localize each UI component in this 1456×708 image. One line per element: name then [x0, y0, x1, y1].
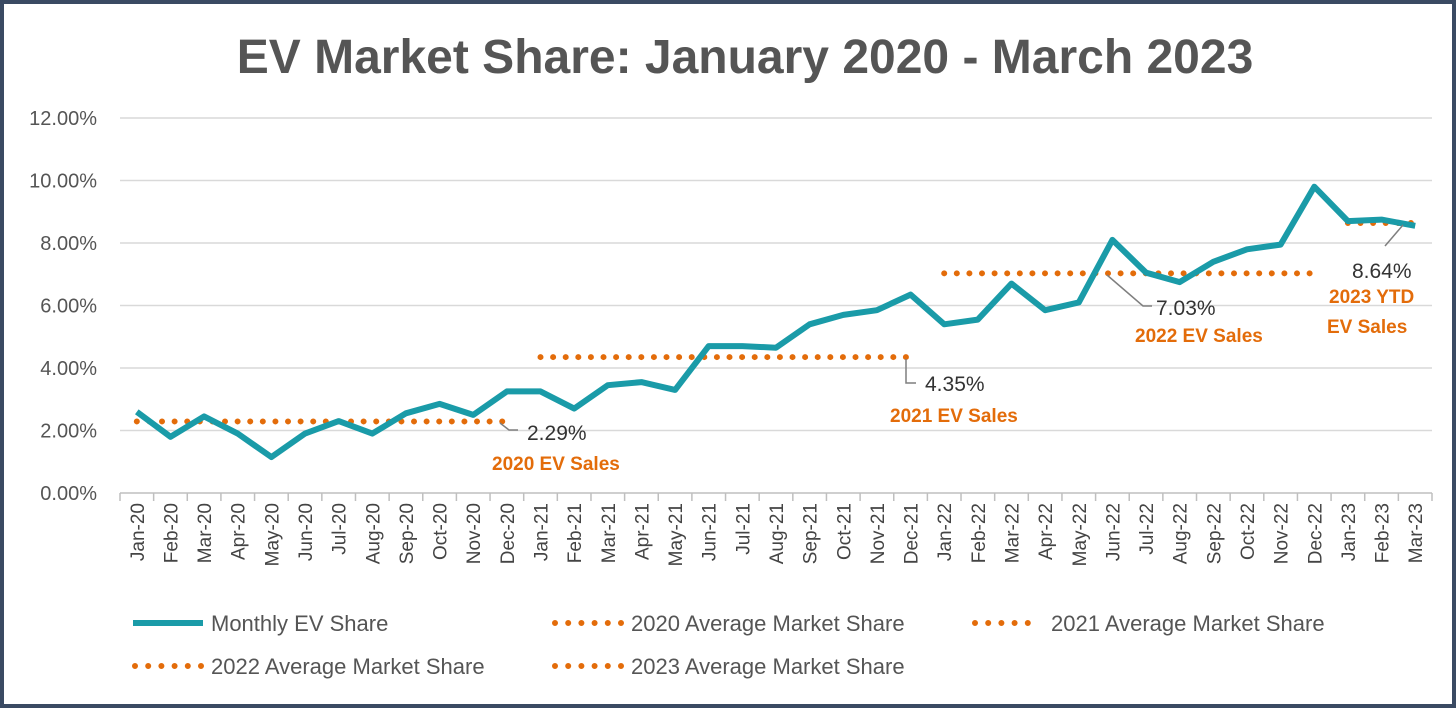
annotation-value: 2.29% [527, 422, 587, 445]
series-layer [133, 183, 1419, 461]
annotation-label: 2022 EV Sales [1135, 326, 1263, 347]
x-tick-label: Apr-20 [229, 503, 250, 560]
x-tick-label: Feb-20 [161, 503, 182, 563]
annotation-value: 7.03% [1156, 297, 1216, 320]
annotation-leader [1106, 274, 1152, 307]
annotation-label: 2021 EV Sales [890, 406, 1018, 427]
x-tick-label: Apr-22 [1036, 503, 1057, 560]
x-tick-label: Nov-20 [464, 503, 485, 564]
annotation-value: 4.35% [925, 373, 985, 396]
x-tick-label: Jan-23 [1339, 503, 1360, 561]
x-tick-label: Mar-23 [1406, 503, 1427, 563]
x-tick-label: Jun-21 [700, 503, 721, 561]
x-tick-label: Sep-22 [1204, 503, 1225, 564]
annotation-value: 8.64% [1352, 260, 1412, 283]
x-tick-label: Aug-20 [363, 503, 384, 564]
x-tick-label: Sep-21 [801, 503, 822, 564]
x-tick-label: Oct-20 [431, 503, 452, 560]
y-tick-label: 4.00% [40, 358, 97, 380]
y-tick-label: 8.00% [40, 233, 97, 255]
x-tick-label: Apr-21 [632, 503, 653, 560]
y-tick-label: 12.00% [29, 108, 97, 130]
annotation-leader [499, 422, 518, 431]
x-tick-label: Jul-21 [733, 503, 754, 555]
legend-label: 2021 Average Market Share [1051, 611, 1325, 636]
y-tick-label: 10.00% [29, 171, 97, 193]
x-tick-label: Jan-22 [935, 503, 956, 561]
x-tick-label: Nov-21 [868, 503, 889, 564]
chart-title: EV Market Share: January 2020 - March 20… [237, 31, 1254, 84]
annotation-label: 2020 EV Sales [492, 454, 620, 475]
legend-label: 2023 Average Market Share [631, 654, 905, 679]
x-tick-label: Jan-21 [532, 503, 553, 561]
legend-label: 2020 Average Market Share [631, 611, 905, 636]
x-tick-label: Mar-21 [599, 503, 620, 563]
x-tick-label: Aug-22 [1171, 503, 1192, 564]
x-tick-label: Oct-22 [1238, 503, 1259, 560]
annotation-label: EV Sales [1327, 317, 1407, 338]
y-tick-label: 0.00% [40, 483, 97, 505]
annotation-leader [1384, 224, 1404, 247]
gridlines [120, 117, 1432, 494]
y-axis-tick-labels: 0.00% 2.00% 4.00% 6.00% 8.00% 10.00% 12.00% [29, 108, 97, 505]
annotation-leader [905, 359, 916, 384]
x-axis: Jan-20 Feb-20 Mar-20 Apr-20 May-20 Jun-20 Jul-… [119, 493, 1433, 566]
x-tick-label: Oct-21 [834, 503, 855, 560]
x-tick-label: Dec-20 [498, 503, 519, 564]
x-tick-label: Sep-20 [397, 503, 418, 564]
x-tick-label: Mar-22 [1002, 503, 1023, 563]
x-tick-label: May-20 [262, 503, 283, 566]
y-tick-label: 2.00% [40, 421, 97, 443]
x-tick-label: Jul-22 [1137, 503, 1158, 555]
x-tick-label: Dec-22 [1305, 503, 1326, 564]
x-tick-label: Feb-21 [565, 503, 586, 563]
x-tick-label: May-21 [666, 503, 687, 566]
legend-label: 2022 Average Market Share [211, 654, 485, 679]
annotations: 2.29% 2020 EV Sales 4.35% 2021 EV Sales 7.03… [492, 224, 1414, 475]
legend-label: Monthly EV Share [211, 611, 388, 636]
annotation-label: 2023 YTD [1329, 287, 1414, 308]
x-tick-label: Jun-22 [1103, 503, 1124, 561]
x-tick-label: Jun-20 [296, 503, 317, 561]
x-tick-label: Mar-20 [195, 503, 216, 563]
x-tick-label: Feb-22 [969, 503, 990, 563]
x-tick-label: Feb-23 [1373, 503, 1394, 563]
monthly-ev-share-line [135, 183, 1416, 461]
x-tick-label: May-22 [1070, 503, 1091, 566]
x-tick-label: Jan-20 [128, 503, 149, 561]
x-tick-label: Jul-20 [330, 503, 351, 555]
x-tick-label: Aug-21 [767, 503, 788, 564]
x-tick-label: Dec-21 [902, 503, 923, 564]
x-tick-label: Nov-22 [1272, 503, 1293, 564]
y-tick-label: 6.00% [40, 296, 97, 318]
legend: Monthly EV Share 2020 Average Market Shar… [132, 611, 1325, 679]
